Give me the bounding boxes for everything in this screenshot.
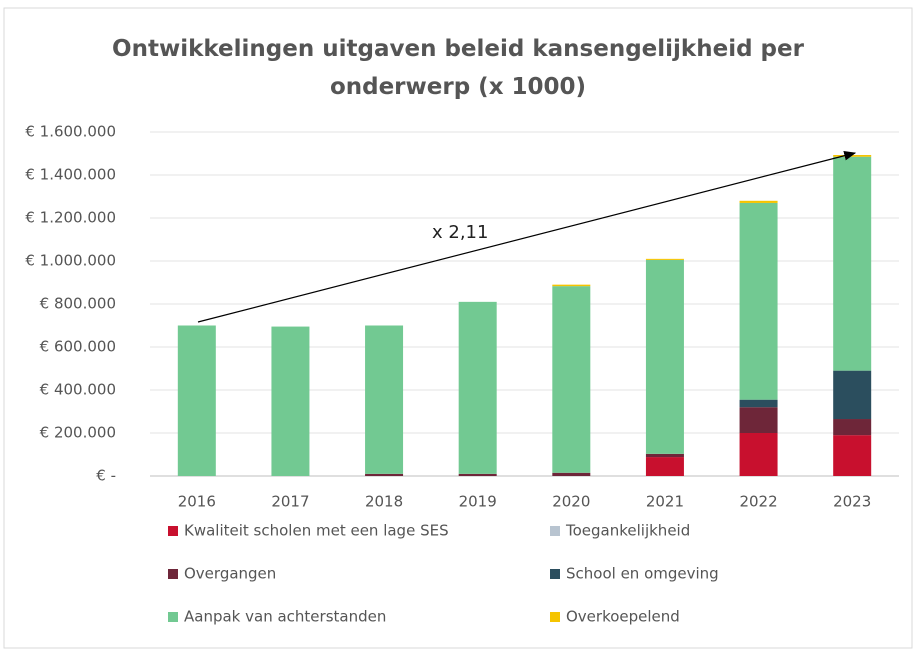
- y-tick-label: € 400.000: [40, 381, 116, 399]
- bar-segment: [645, 453, 684, 458]
- bar-segment: [365, 325, 404, 474]
- legend-label: Kwaliteit scholen met een lage SES: [184, 522, 449, 540]
- y-tick-label: € 1.400.000: [25, 166, 116, 184]
- bar-segment: [739, 200, 778, 203]
- x-tick-label: 2019: [459, 493, 497, 511]
- bar-segment: [739, 202, 778, 400]
- legend-label: Aanpak van achterstanden: [184, 608, 386, 626]
- legend-swatch: [550, 526, 560, 536]
- legend-swatch: [550, 569, 560, 579]
- legend-swatch: [168, 569, 178, 579]
- x-tick-label: 2020: [552, 493, 590, 511]
- annotation: x 2,11: [432, 222, 488, 243]
- x-tick-label: 2023: [833, 493, 871, 511]
- legend-label: Overkoepelend: [566, 608, 680, 626]
- legend-label: Overgangen: [184, 565, 276, 583]
- bar-segment: [458, 473, 497, 476]
- bar-segment: [833, 419, 872, 436]
- bar-segment: [552, 472, 591, 476]
- legend-swatch: [168, 526, 178, 536]
- x-tick-label: 2016: [178, 493, 216, 511]
- bar-segment: [833, 370, 872, 420]
- y-tick-label: € 1.200.000: [25, 209, 116, 227]
- y-tick-label: € 1.000.000: [25, 252, 116, 270]
- bar-segment: [645, 258, 684, 260]
- y-tick-label: € -: [96, 467, 116, 485]
- bar-segment: [833, 155, 872, 157]
- plot-area: € - € 200.000 € 400.000 € 600.000 € 800.000 €…: [25, 123, 899, 626]
- bar-segment: [645, 457, 684, 476]
- y-tick-label: € 200.000: [40, 424, 116, 442]
- x-tick-label: 2022: [739, 493, 777, 511]
- bar-segment: [458, 301, 497, 474]
- bar-segment: [177, 325, 216, 476]
- x-tick-label: 2017: [271, 493, 309, 511]
- legend-label: School en omgeving: [566, 565, 719, 583]
- bar-segment: [739, 399, 778, 408]
- legend-swatch: [550, 612, 560, 622]
- x-tick-label: 2018: [365, 493, 403, 511]
- y-tick-label: € 800.000: [40, 295, 116, 313]
- legend-label: Toegankelijkheid: [565, 522, 690, 540]
- bar-segment: [645, 259, 684, 454]
- bar-segment: [833, 435, 872, 476]
- bar-segment: [739, 407, 778, 433]
- bar-segment: [552, 284, 591, 287]
- y-tick-label: € 1.600.000: [25, 123, 116, 141]
- bar-segment: [552, 286, 591, 473]
- bar-segment: [365, 473, 404, 476]
- trend-arrow: [197, 151, 857, 323]
- bar-segment: [271, 326, 310, 476]
- legend-swatch: [168, 612, 178, 622]
- y-tick-label: € 600.000: [40, 338, 116, 356]
- bar-segment: [833, 156, 872, 371]
- x-tick-label: 2021: [646, 493, 684, 511]
- chart-border: [3, 7, 913, 649]
- chart-title: Ontwikkelingen uitgaven beleid kansengel…: [112, 36, 804, 100]
- bar-segment: [739, 433, 778, 476]
